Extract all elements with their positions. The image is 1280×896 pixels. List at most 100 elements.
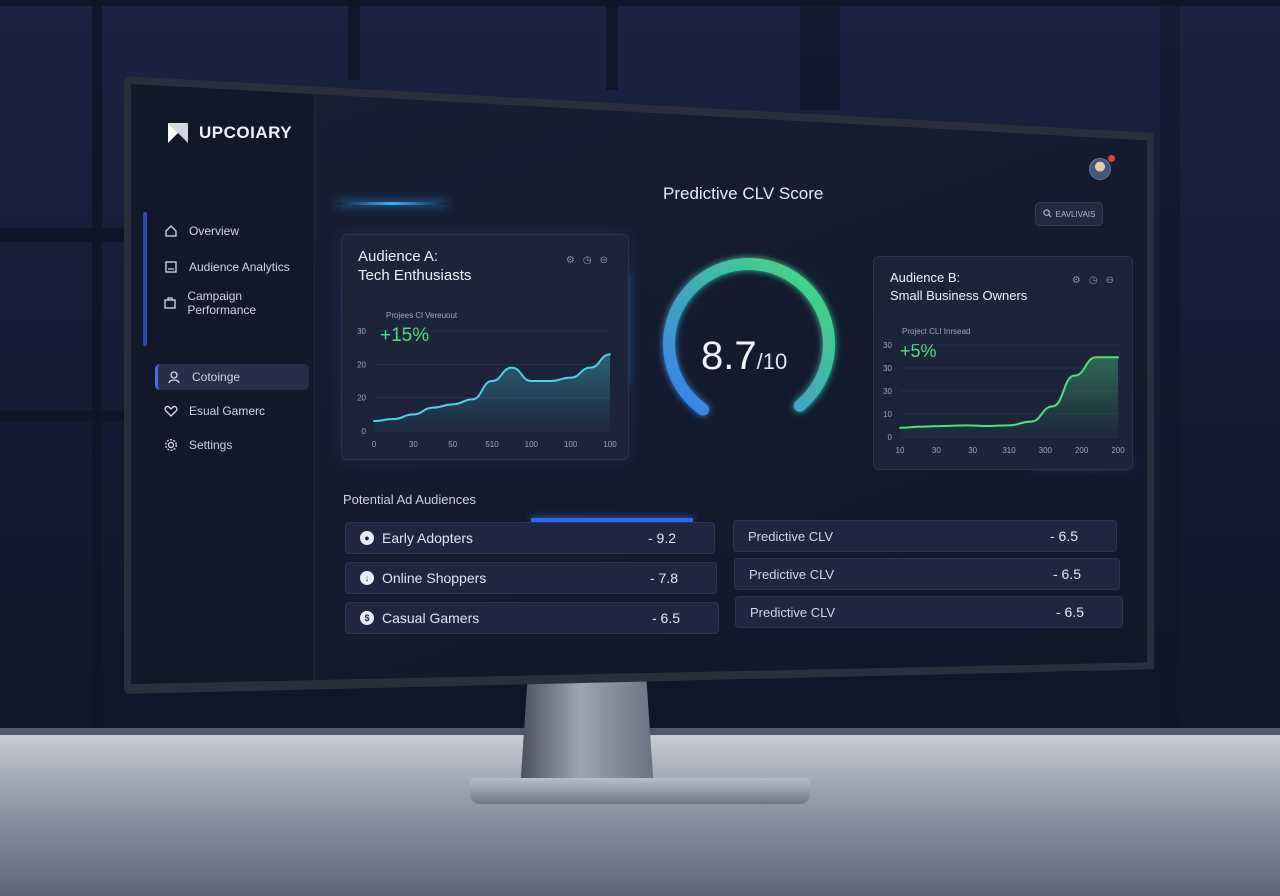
clv-score: 8.7/10 (701, 334, 787, 379)
sidebar: UPCOIARY Overview Audience Analytics Cam… (131, 84, 315, 684)
audience-row-online-shoppers[interactable]: ↓ Online Shoppers - 7.8 (345, 562, 717, 594)
x-tick-label: 30 (932, 446, 941, 455)
y-tick-label: 30 (883, 341, 892, 350)
y-tick-label: 30 (883, 364, 892, 373)
gear-icon (163, 437, 179, 453)
settings-icon[interactable]: ⚙ (1071, 275, 1081, 286)
sidebar-item-label: Overview (189, 224, 240, 238)
monitor-screen: UPCOIARY Overview Audience Analytics Cam… (131, 84, 1147, 684)
dollar-icon: $ (360, 611, 374, 625)
audience-row-early-adopters[interactable]: ● Early Adopters - 9.2 (345, 522, 715, 554)
sidebar-item-overview[interactable]: Overview (155, 218, 309, 244)
user-icon: ● (360, 531, 374, 545)
audience-a-subtitle: Projees Cl Vereuout (386, 311, 458, 320)
series-area (900, 357, 1118, 437)
audience-row-casual-gamers[interactable]: $ Casual Gamers - 6.5 (345, 602, 719, 634)
predictive-clv-row[interactable]: Predictive CLV - 6.5 (735, 596, 1123, 628)
audience-score: - 7.8 (649, 570, 678, 586)
audience-a-delta: +15% (380, 325, 430, 346)
nav-accent-bar (143, 212, 147, 346)
row-score: - 6.5 (1055, 604, 1084, 620)
sidebar-item-label: Esual Gamerc (189, 404, 266, 418)
search-label: EAVLIVAIS (1055, 209, 1096, 219)
user-icon (166, 369, 182, 385)
x-tick-label: 100 (525, 440, 539, 449)
settings-icon[interactable]: ⚙ (565, 255, 575, 266)
x-tick-label: 50 (448, 440, 457, 449)
x-tick-label: 200 (1075, 446, 1089, 455)
x-tick-label: 10 (896, 446, 905, 455)
sidebar-item-campaign-performance[interactable]: Campaign Performance (155, 289, 309, 317)
x-tick-label: 30 (409, 440, 418, 449)
audience-a-chart: 30 20 20 00 30 50 510 100 100 100 (357, 327, 617, 449)
chart-doc-icon (163, 259, 179, 275)
section-title: Potential Ad Audiences (343, 492, 476, 507)
series-area (374, 354, 610, 431)
search-icon (1042, 208, 1052, 220)
row-label: Predictive CLV (749, 566, 835, 582)
home-icon (163, 223, 179, 239)
audience-a-card[interactable]: Audience A: Tech Enthusiasts ⚙ ◷ ⊖ Proje… (341, 234, 629, 460)
minus-icon[interactable]: ⊖ (599, 255, 608, 266)
series-line (373, 353, 611, 422)
heart-icon (163, 403, 179, 419)
sidebar-item-label: Campaign Performance (187, 289, 257, 317)
predictive-clv-row[interactable]: Predictive CLV - 6.5 (734, 558, 1120, 590)
download-icon: ↓ (360, 571, 374, 585)
campaign-icon (163, 295, 177, 311)
sidebar-item-esual-gamerc[interactable]: Esual Gamerc (155, 398, 309, 424)
sidebar-item-label: Audience Analytics (189, 260, 290, 274)
x-tick-label: 0 (372, 440, 377, 449)
glow-accent (337, 202, 447, 205)
brand-logo[interactable]: UPCOIARY (165, 120, 292, 146)
notification-dot (1108, 155, 1115, 162)
audience-b-delta: +5% (900, 341, 937, 361)
audience-b-subtitle: Project CLI Inrsead (902, 327, 971, 336)
sidebar-item-cotoinge[interactable]: Cotoinge (155, 364, 309, 390)
row-highlight-bar (531, 518, 693, 522)
clv-gauge (663, 258, 835, 416)
sidebar-item-audience-analytics[interactable]: Audience Analytics (155, 254, 309, 280)
x-tick-label: 310 (1002, 446, 1016, 455)
x-tick-label: 100 (603, 440, 617, 449)
y-tick-label: 30 (883, 387, 892, 396)
y-tick-label: 10 (883, 410, 892, 419)
gauge-arc (663, 258, 835, 416)
x-tick-label: 510 (485, 440, 499, 449)
search-button[interactable]: EAVLIVAIS (1035, 202, 1103, 226)
audience-b-card[interactable]: Audience B: Small Business Owners ⚙ ◷ ⊖ … (873, 256, 1133, 470)
card-actions: ⚙ ◷ ⊖ (1072, 275, 1114, 286)
audience-label: Online Shoppers (382, 570, 487, 586)
card-actions: ⚙ ◷ ⊖ (566, 255, 608, 266)
audience-score: - 6.5 (651, 610, 680, 626)
row-label: Predictive CLV (748, 528, 834, 544)
series-line (899, 356, 1119, 429)
avatar[interactable] (1089, 158, 1111, 180)
y-tick-label: 20 (357, 360, 366, 369)
clv-score-denominator: /10 (756, 349, 788, 374)
brand-mark-icon (165, 120, 191, 146)
row-score: - 6.5 (1049, 528, 1078, 544)
audience-b-title: Audience B: Small Business Owners (890, 270, 1028, 303)
row-label: Predictive CLV (750, 604, 836, 620)
audience-a-title: Audience A: Tech Enthusiasts (358, 248, 472, 284)
y-tick-label: 0 (362, 427, 367, 436)
sidebar-item-settings[interactable]: Settings (155, 432, 309, 458)
clv-score-value: 8.7 (701, 334, 757, 378)
clock-icon[interactable]: ◷ (1088, 275, 1098, 286)
monitor-stand (520, 672, 654, 790)
x-tick-label: 300 (1039, 446, 1053, 455)
minus-icon[interactable]: ⊖ (1105, 275, 1114, 286)
predictive-clv-row[interactable]: Predictive CLV - 6.5 (733, 520, 1117, 552)
audience-score: - 9.2 (647, 530, 676, 546)
monitor-stand-base (470, 778, 810, 804)
x-tick-label: 200 (1111, 446, 1125, 455)
row-score: - 6.5 (1052, 566, 1081, 582)
sidebar-item-label: Settings (189, 438, 233, 452)
clock-icon[interactable]: ◷ (582, 255, 592, 266)
page-title: Predictive CLV Score (663, 184, 824, 203)
y-tick-label: 0 (888, 433, 893, 442)
sidebar-item-label: Cotoinge (192, 370, 241, 384)
